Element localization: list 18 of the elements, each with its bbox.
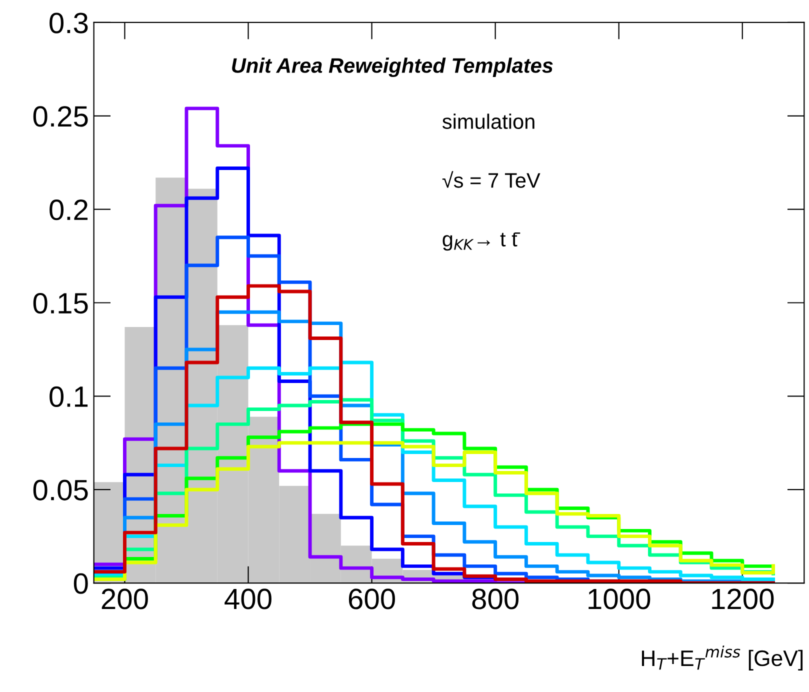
y-tick-label: 0: [74, 573, 88, 594]
x-tick-label: 1200: [712, 588, 774, 610]
y-tick-label: 0.1: [50, 386, 88, 408]
annotation: simulation: [442, 114, 534, 129]
y-tick-label: 0.15: [33, 292, 88, 314]
y-tick-label: 0.2: [50, 200, 88, 220]
y-tick-label: 0.25: [33, 106, 88, 127]
x-tick-label: 1000: [588, 588, 650, 610]
text: Unit Area Reweighted Templates: [232, 58, 553, 78]
y-tick-label: 0.3: [50, 12, 88, 34]
x-tick-label: 600: [348, 588, 395, 610]
x-tick-label: 200: [102, 588, 148, 610]
x-tick-label: 400: [224, 588, 272, 610]
y-tick-label: 0.05: [33, 480, 88, 500]
x-tick-label: 800: [472, 588, 519, 610]
annotation: √s = 7 TeV: [442, 171, 540, 188]
x-axis-title: H$_{T}$+E$_{T}$$^{miss}$ [GeV]: [642, 646, 803, 671]
annotation: g$_{KK}$→ t t̄: [442, 232, 520, 251]
